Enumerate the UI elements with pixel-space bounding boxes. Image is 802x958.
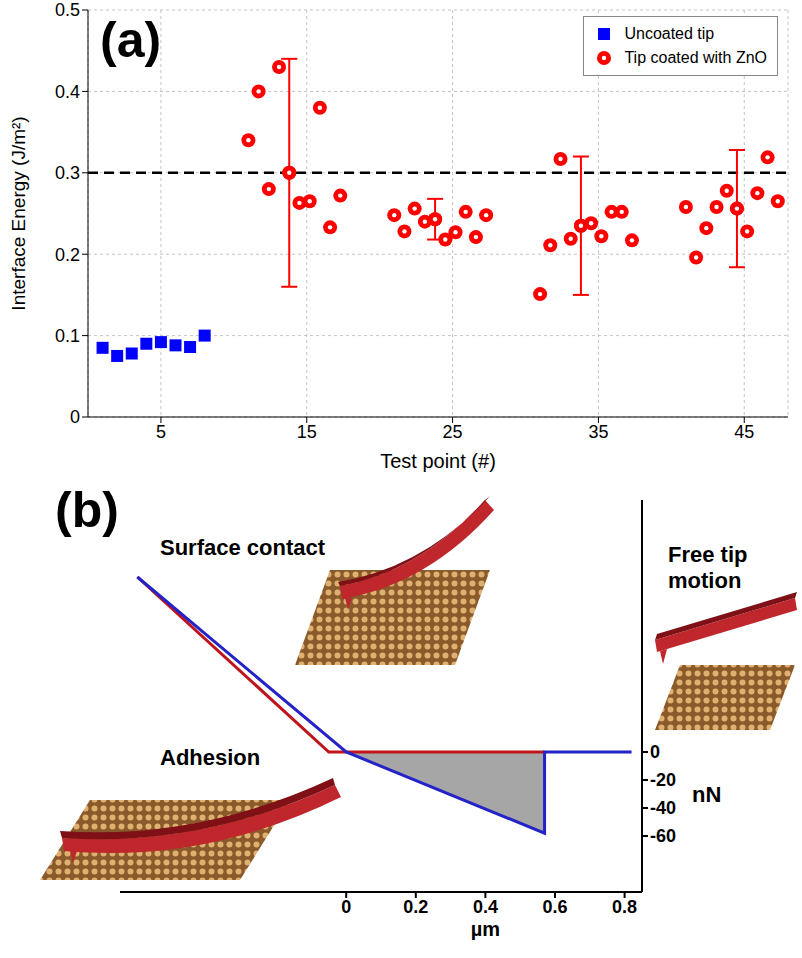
svg-text:Test point (#): Test point (#) (380, 450, 496, 472)
svg-text:15: 15 (297, 422, 317, 442)
svg-text:0.5: 0.5 (55, 0, 80, 20)
svg-text:0.1: 0.1 (55, 326, 80, 346)
svg-text:-60: -60 (650, 826, 676, 846)
svg-text:0.3: 0.3 (55, 163, 80, 183)
svg-text:µm: µm (471, 918, 500, 940)
svg-text:0: 0 (650, 742, 660, 762)
svg-text:-40: -40 (650, 798, 676, 818)
svg-text:25: 25 (443, 422, 463, 442)
svg-text:Interface Energy (J/m²): Interface Energy (J/m²) (8, 116, 29, 310)
svg-text:0.2: 0.2 (55, 245, 80, 265)
html-text:(b): (b) (55, 482, 119, 538)
html-text:(a): (a) (100, 12, 162, 68)
svg-text:0.6: 0.6 (542, 897, 567, 917)
svg-text:0.8: 0.8 (612, 897, 637, 917)
svg-text:45: 45 (734, 422, 754, 442)
html-text:Surface contact: Surface contact (160, 535, 326, 560)
svg-text:35: 35 (588, 422, 608, 442)
svg-text:0.4: 0.4 (55, 82, 80, 102)
svg-text:-20: -20 (650, 770, 676, 790)
html-text:Free tip motion: Free tip motion (668, 542, 748, 593)
svg-text:5: 5 (156, 422, 166, 442)
svg-text:nN: nN (692, 782, 721, 807)
svg-text:0: 0 (70, 407, 80, 427)
svg-text:0.2: 0.2 (403, 897, 428, 917)
html-text:Uncoated tip: Uncoated tip (624, 25, 715, 42)
html-text:Adhesion: Adhesion (160, 745, 261, 770)
svg-text:0: 0 (341, 897, 351, 917)
svg-text:0.4: 0.4 (473, 897, 498, 917)
html-text:Tip coated with ZnO: Tip coated with ZnO (624, 49, 767, 66)
